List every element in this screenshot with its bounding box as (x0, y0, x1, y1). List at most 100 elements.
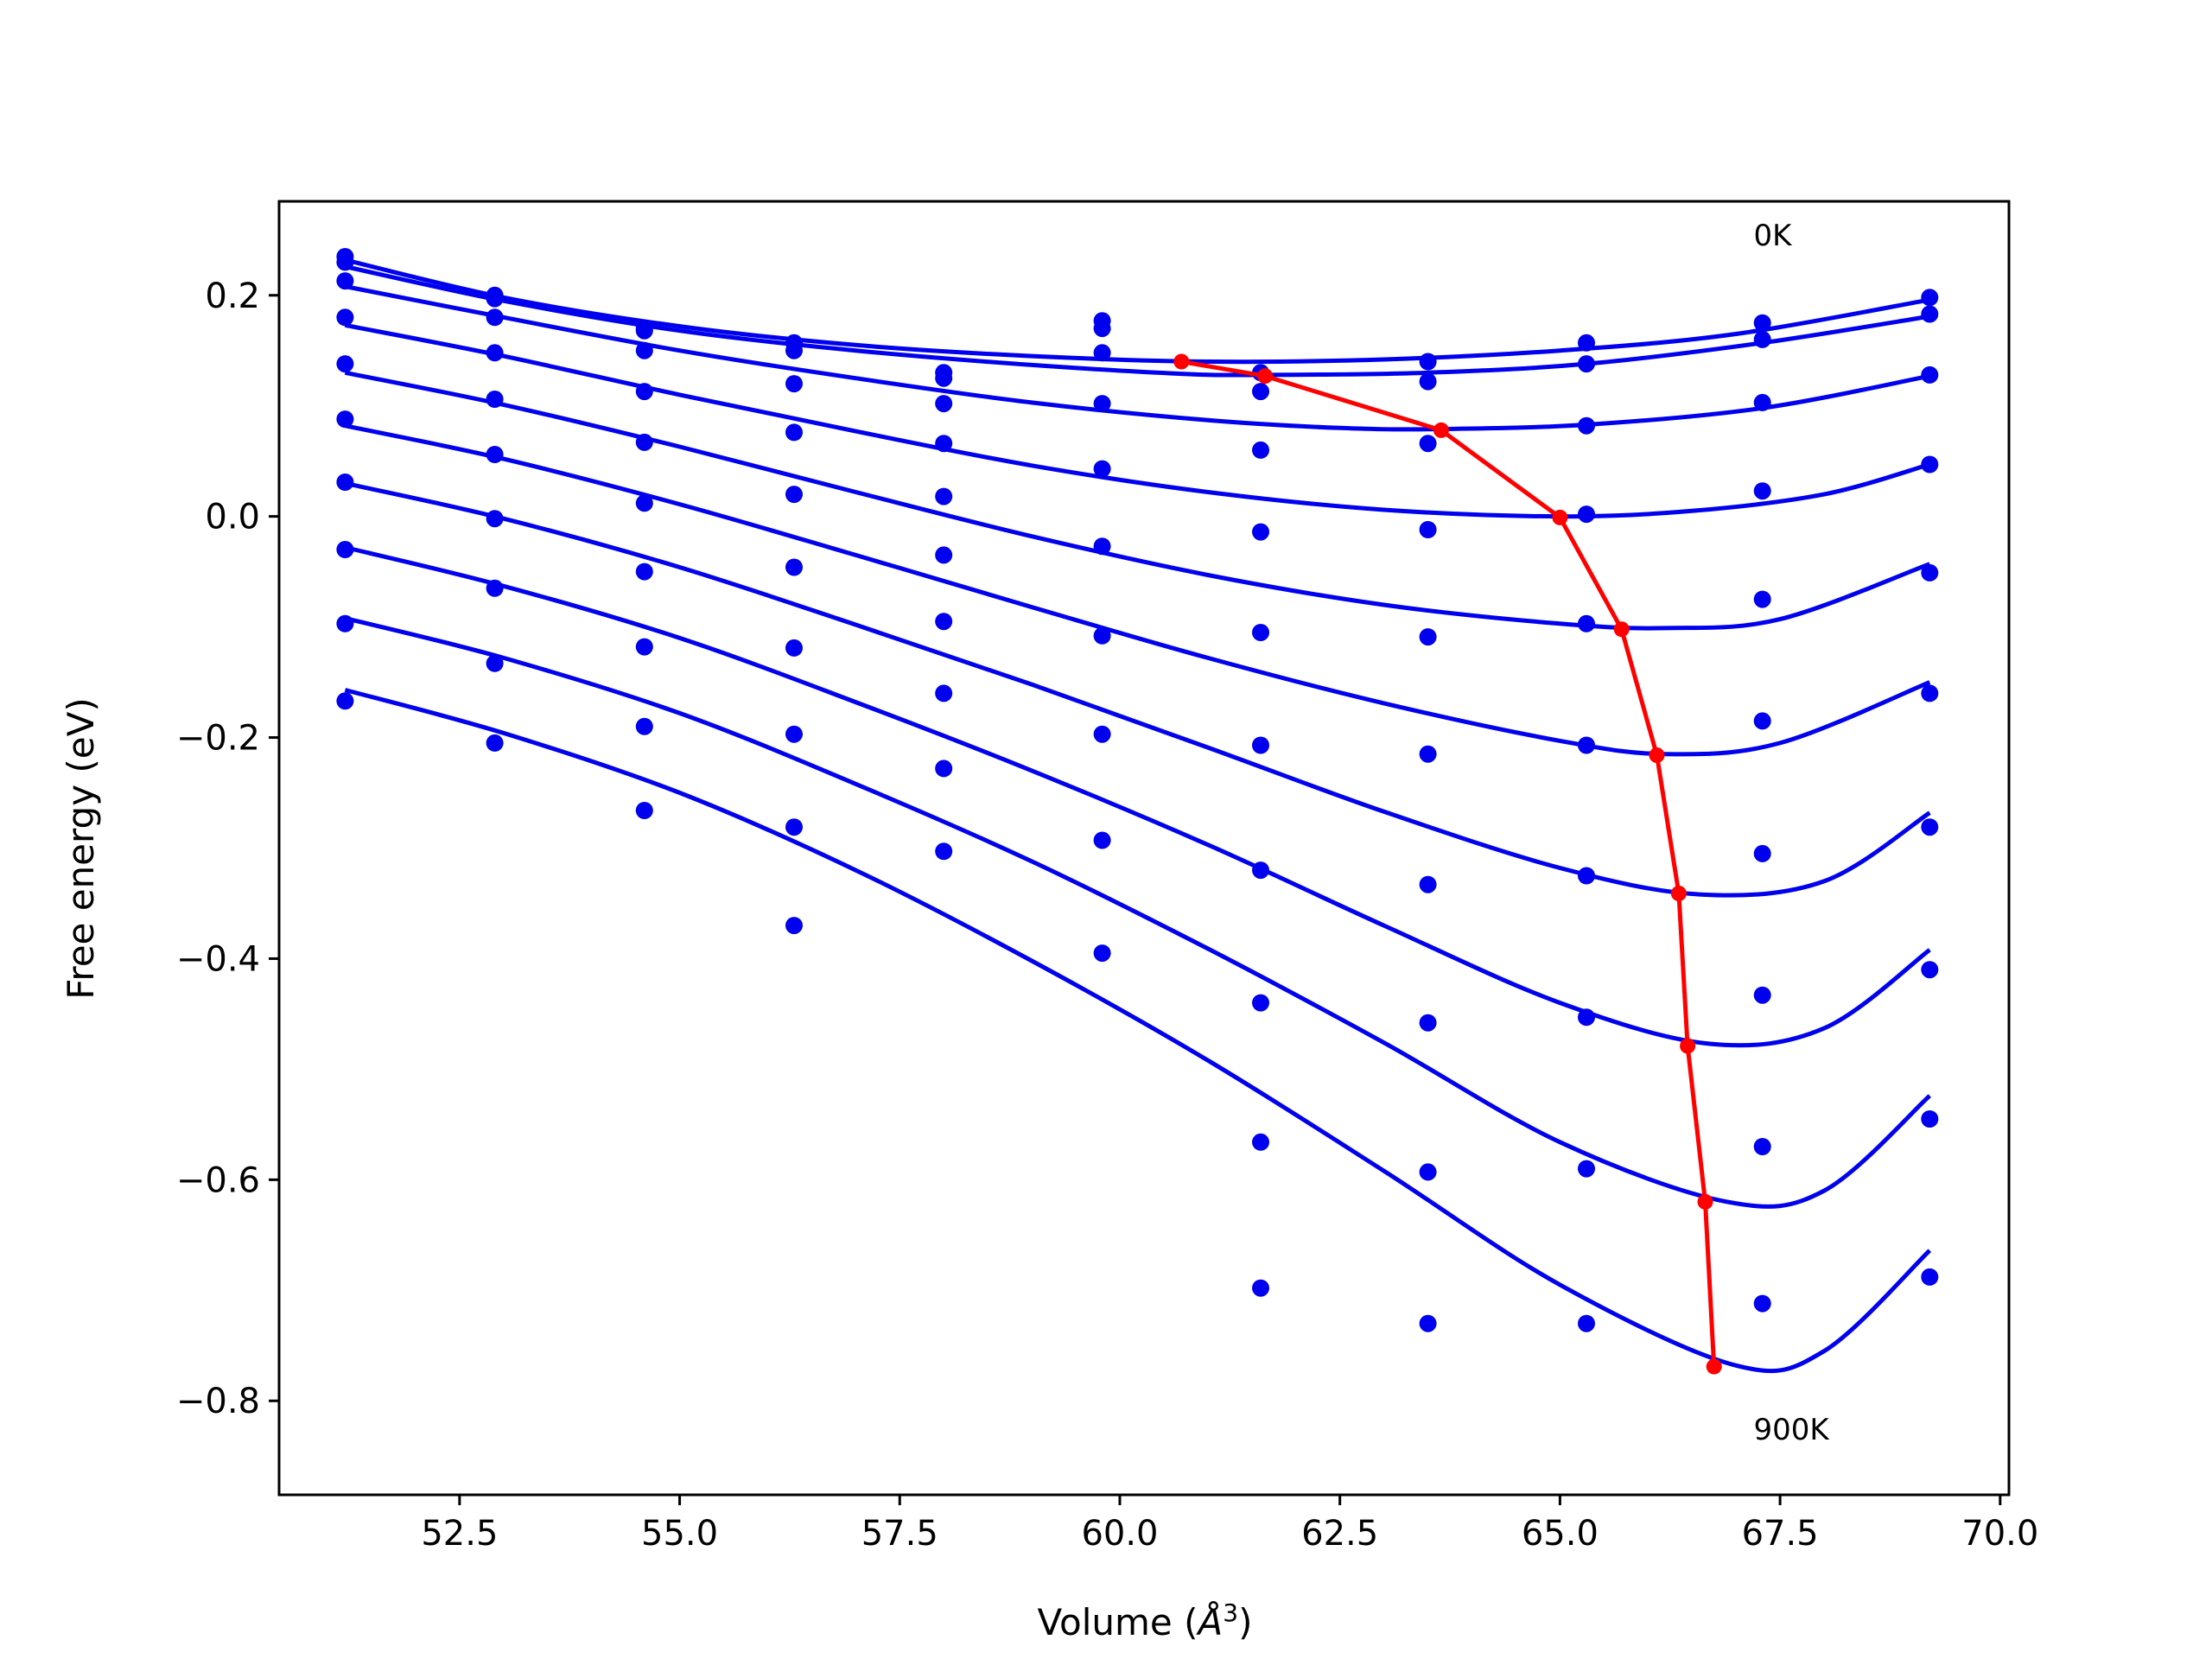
plot-frame (277, 200, 2011, 1497)
data-point-5-7 (1419, 745, 1437, 763)
data-point-1-0 (336, 253, 354, 271)
x-axis-ticks: 52.5 55.0 57.5 60.0 62.5 65.0 67.5 70.0 (421, 1495, 2038, 1554)
data-point-3-3 (785, 423, 803, 442)
annotation-1: 900K (1754, 1413, 1831, 1447)
data-point-9-3 (785, 917, 803, 935)
data-point-7-1 (486, 579, 504, 597)
data-point-3-10 (1921, 455, 1939, 474)
data-points (336, 248, 1939, 1332)
data-point-5-0 (336, 410, 354, 429)
minimum-point-6 (1670, 886, 1687, 901)
x-tick-label: 62.5 (1301, 1514, 1378, 1554)
data-point-5-4 (935, 546, 953, 564)
data-point-8-5 (1093, 831, 1111, 849)
data-point-2-2 (635, 341, 653, 359)
data-point-2-6 (1252, 441, 1269, 459)
data-point-2-0 (336, 272, 354, 290)
data-point-2-5 (1093, 344, 1111, 362)
data-point-9-2 (635, 802, 653, 819)
data-point-2-10 (1921, 365, 1939, 384)
data-point-9-8 (1578, 1314, 1595, 1332)
data-point-1-5 (1093, 320, 1111, 338)
x-axis-label: Volume (Å3) (1038, 1599, 1253, 1643)
data-point-3-5 (1093, 395, 1111, 413)
data-point-6-9 (1753, 844, 1771, 862)
minimum-point-5 (1649, 747, 1665, 763)
data-point-1-2 (635, 321, 653, 340)
data-point-5-1 (486, 446, 504, 463)
minimum-point-8 (1697, 1193, 1713, 1210)
data-point-9-6 (1252, 1279, 1269, 1297)
data-point-1-4 (935, 369, 953, 387)
data-point-4-2 (635, 433, 653, 451)
x-tick-label: 52.5 (421, 1514, 498, 1554)
data-point-7-3 (785, 725, 803, 743)
fit-curve-8 (344, 615, 1931, 1209)
data-point-7-4 (935, 684, 953, 702)
data-point-9-7 (1419, 1314, 1437, 1332)
fit-curves (344, 257, 1932, 1374)
data-point-9-10 (1921, 1268, 1939, 1286)
data-point-5-2 (635, 494, 653, 512)
data-point-8-0 (336, 614, 354, 632)
x-tick-label: 65.0 (1522, 1514, 1599, 1554)
data-point-4-4 (935, 487, 953, 505)
minima-line (1180, 359, 1717, 1367)
data-point-3-9 (1753, 482, 1771, 500)
data-point-2-7 (1419, 435, 1437, 453)
fit-curve-0 (344, 257, 1930, 365)
y-axis-ticks: 0.2 0.0 −0.2 −0.4 −0.6 −0.8 (176, 276, 279, 1421)
data-point-7-0 (336, 541, 354, 558)
data-point-6-10 (1921, 818, 1939, 836)
data-point-4-1 (486, 391, 504, 408)
data-point-0-9 (1753, 314, 1771, 332)
data-point-5-5 (1093, 537, 1111, 556)
data-point-5-6 (1252, 736, 1269, 754)
data-point-7-5 (1093, 725, 1111, 743)
data-point-8-9 (1753, 1138, 1771, 1155)
data-point-5-9 (1753, 712, 1771, 730)
minimum-point-3 (1552, 509, 1568, 525)
fit-curve-6 (344, 480, 1931, 898)
minimum-point-1 (1257, 368, 1274, 385)
data-point-2-3 (785, 375, 803, 393)
data-point-8-8 (1578, 1160, 1595, 1178)
data-point-0-8 (1578, 334, 1595, 352)
x-tick-label: 67.5 (1742, 1514, 1819, 1554)
data-point-4-8 (1578, 614, 1595, 632)
data-point-1-9 (1753, 330, 1771, 348)
fit-curve-2 (344, 284, 1930, 432)
data-point-6-2 (635, 563, 653, 581)
data-point-6-1 (486, 510, 504, 528)
fit-curve-9 (344, 688, 1932, 1374)
data-point-4-6 (1252, 624, 1269, 641)
y-tick-label: −0.8 (176, 1382, 260, 1421)
data-point-3-1 (486, 344, 504, 362)
data-point-6-8 (1578, 867, 1595, 885)
minimum-point-4 (1613, 621, 1630, 638)
data-point-8-1 (486, 654, 504, 672)
data-point-6-4 (935, 613, 953, 631)
x-tick-label: 55.0 (641, 1514, 718, 1554)
data-point-1-6 (1252, 383, 1269, 401)
x-tick-label: 60.0 (1081, 1514, 1158, 1554)
data-point-8-7 (1419, 1163, 1437, 1181)
data-point-1-7 (1419, 372, 1437, 391)
data-point-7-2 (635, 638, 653, 656)
data-point-2-4 (935, 395, 953, 413)
minima-series (1173, 353, 1722, 1375)
y-tick-label: −0.6 (176, 1160, 260, 1200)
data-point-0-10 (1921, 289, 1939, 307)
minimum-point-2 (1433, 422, 1449, 438)
data-point-8-2 (635, 717, 653, 735)
data-point-4-9 (1753, 590, 1771, 608)
data-point-8-4 (935, 760, 953, 778)
fit-curve-7 (344, 545, 1931, 1048)
annotation-0: 0K (1754, 219, 1794, 253)
data-point-6-6 (1252, 861, 1269, 880)
data-point-9-4 (935, 842, 953, 861)
data-point-1-8 (1578, 355, 1595, 373)
data-point-4-7 (1419, 628, 1437, 646)
annotations: 0K 900K (1754, 219, 1831, 1447)
minimum-point-9 (1706, 1358, 1722, 1375)
